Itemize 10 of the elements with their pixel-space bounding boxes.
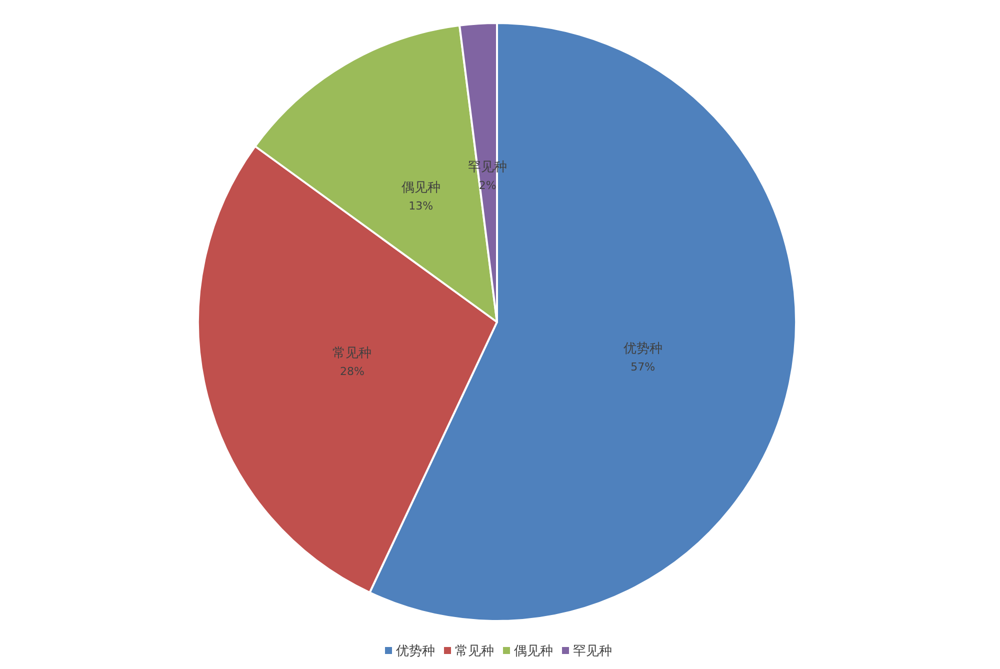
data-label: 57% [630, 360, 656, 374]
legend-label: 偶见种 [514, 644, 553, 659]
slice-label: 偶见种 [401, 180, 440, 196]
slice-label: 优势种 [623, 342, 662, 357]
data-label: 13% [408, 199, 434, 212]
data-label: 28% [340, 365, 364, 378]
legend-label: 常见种 [455, 644, 494, 659]
legend-label: 罕见种 [573, 644, 612, 659]
legend-label: 优势种 [396, 644, 435, 659]
slice-label: 常见种 [332, 346, 372, 362]
